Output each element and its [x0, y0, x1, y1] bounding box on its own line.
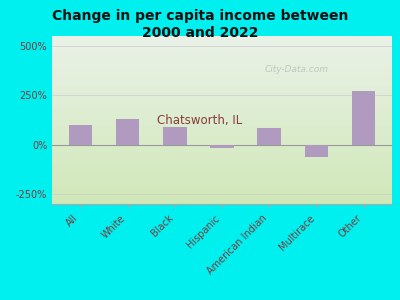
- Text: Change in per capita income between
2000 and 2022: Change in per capita income between 2000…: [52, 9, 348, 40]
- Text: City-Data.com: City-Data.com: [265, 65, 329, 74]
- Bar: [210, 145, 234, 148]
- Text: Chatsworth, IL: Chatsworth, IL: [157, 114, 243, 127]
- Bar: [68, 125, 92, 145]
- Bar: [305, 145, 328, 157]
- Bar: [352, 91, 376, 145]
- Bar: [116, 119, 139, 145]
- Bar: [258, 128, 281, 145]
- Bar: [163, 127, 186, 145]
